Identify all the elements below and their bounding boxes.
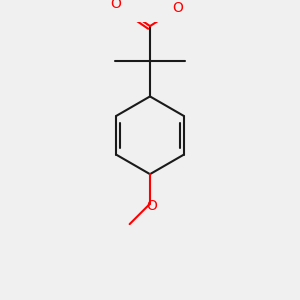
Text: O: O — [146, 199, 157, 213]
Text: O: O — [172, 1, 183, 15]
Text: O: O — [110, 0, 121, 11]
